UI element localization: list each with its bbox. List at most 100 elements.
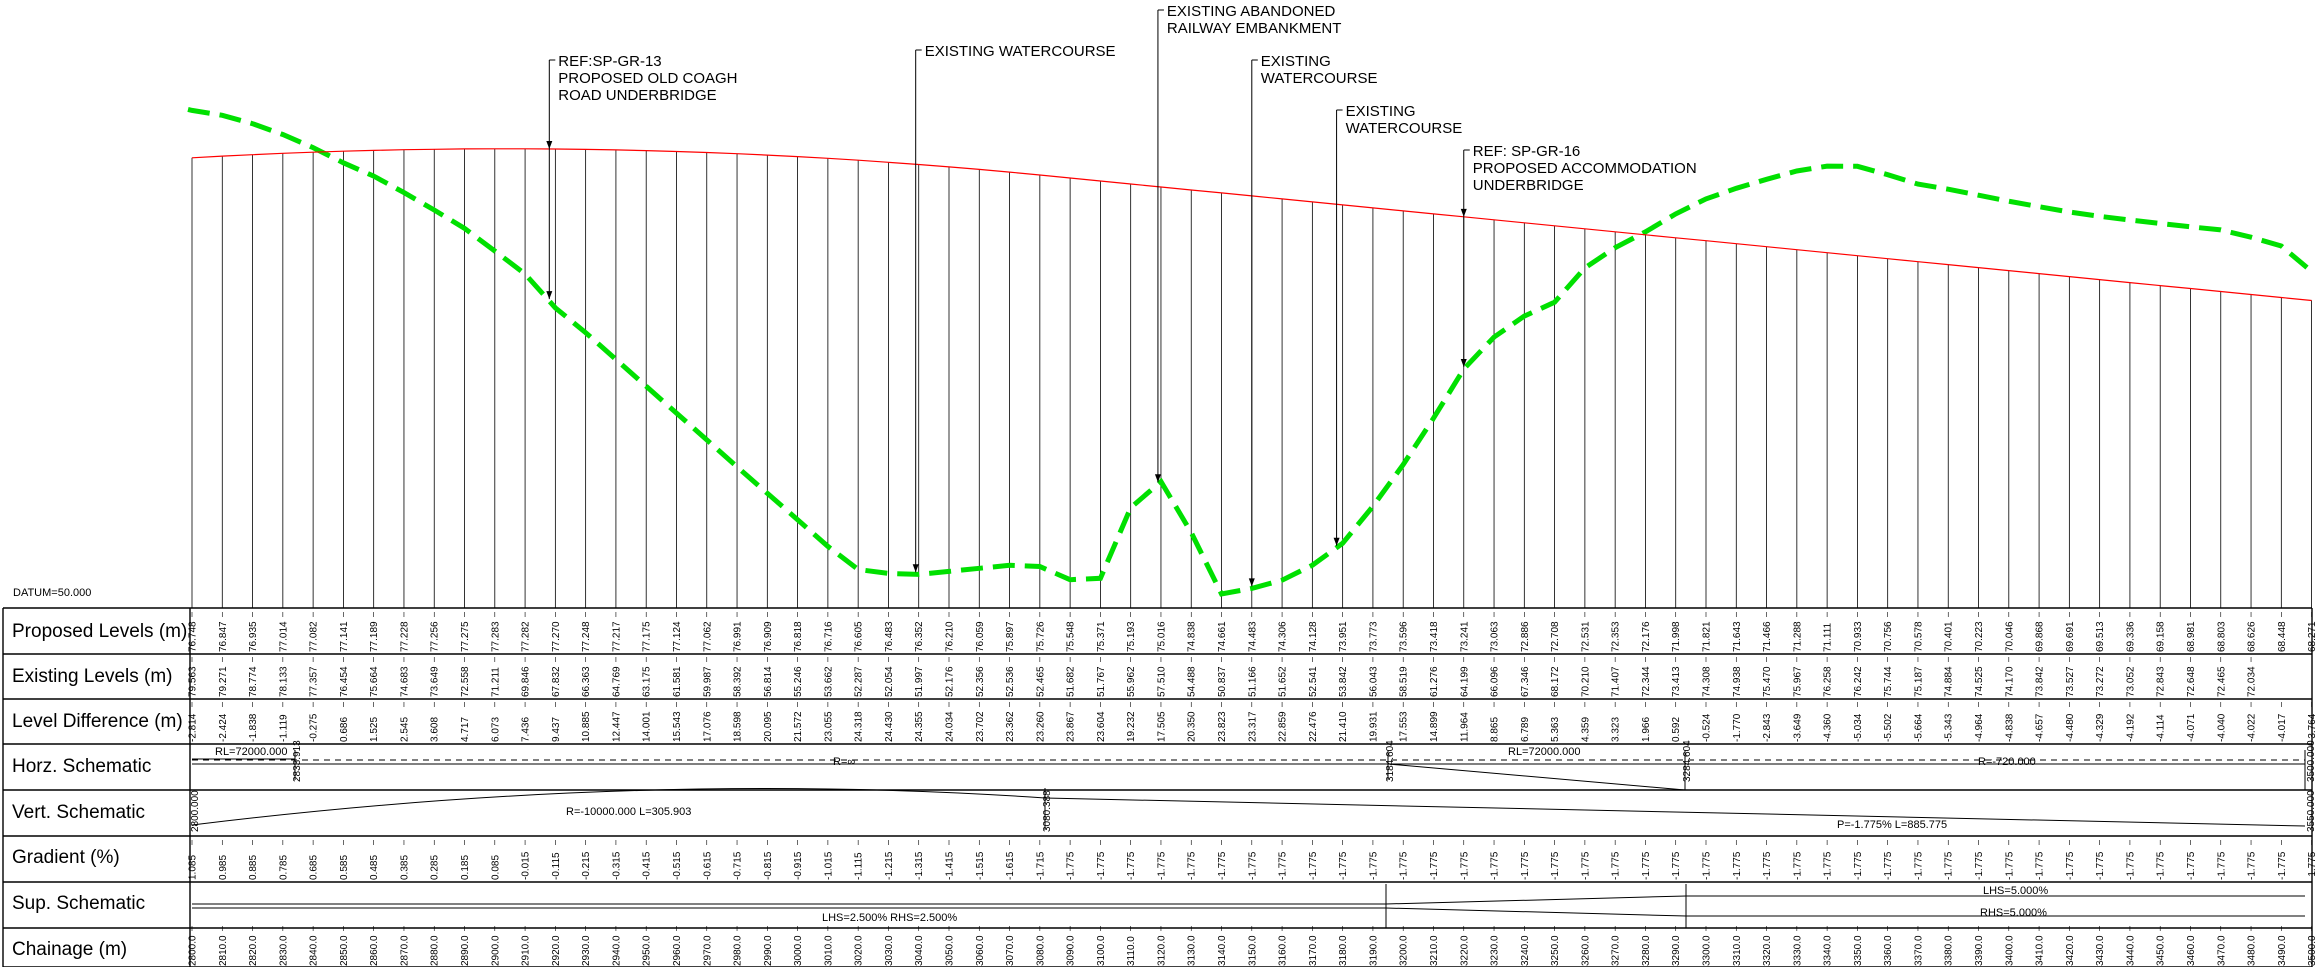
table-cell-existing: 52.536 — [1005, 666, 1016, 697]
table-cell-gradient: -1.775 — [1914, 851, 1925, 880]
table-cell-chainage: 3350.0 — [1853, 935, 1864, 966]
table-cell-proposed: 77.189 — [369, 621, 380, 652]
table-cell-gradient: -1.415 — [945, 851, 956, 880]
table-cell-chainage: 3240.0 — [1520, 935, 1531, 966]
table-cell-existing: 73.413 — [1671, 666, 1682, 697]
table-cell-difference: 20.095 — [763, 711, 774, 742]
table-cell-chainage: 3310.0 — [1732, 935, 1743, 966]
table-cell-chainage: 3300.0 — [1702, 935, 1713, 966]
table-cell-existing: 52.176 — [945, 666, 956, 697]
table-cell-existing: 56.043 — [1368, 666, 1379, 697]
table-cell-proposed: 73.241 — [1459, 621, 1470, 652]
table-cell-chainage: 3100.0 — [1096, 935, 1107, 966]
table-cell-gradient: -1.775 — [1883, 851, 1894, 880]
table-cell-chainage: 3200.0 — [1399, 935, 1410, 966]
table-cell-existing: 53.842 — [1338, 666, 1349, 697]
table-cell-proposed: 76.716 — [823, 621, 834, 652]
table-cell-chainage: 2970.0 — [702, 935, 713, 966]
table-cell-chainage: 3050.0 — [945, 935, 956, 966]
table-cell-proposed: 76.483 — [884, 621, 895, 652]
table-cell-difference: -4.040 — [2216, 713, 2227, 742]
table-cell-chainage: 2840.0 — [309, 935, 320, 966]
table-cell-difference: -1.770 — [1732, 713, 1743, 742]
table-cell-gradient: -1.775 — [2156, 851, 2167, 880]
table-cell-chainage: 3070.0 — [1005, 935, 1016, 966]
table-cell-existing: 50.837 — [1217, 666, 1228, 697]
table-cell-gradient: -1.115 — [854, 852, 865, 880]
table-cell-chainage: 3260.0 — [1580, 935, 1591, 966]
table-cell-proposed: 69.336 — [2125, 621, 2136, 652]
table-cell-chainage: 3470.0 — [2216, 935, 2227, 966]
table-cell-proposed: 76.935 — [248, 621, 259, 652]
row-label-sup: Sup. Schematic — [12, 893, 145, 914]
table-cell-existing: 73.527 — [2065, 666, 2076, 697]
table-cell-difference: 17.076 — [702, 711, 713, 742]
table-cell-chainage: 2990.0 — [763, 935, 774, 966]
table-cell-gradient: -1.775 — [2035, 851, 2046, 880]
table-cell-difference: -0.524 — [1702, 713, 1713, 742]
table-cell-existing: 61.276 — [1429, 666, 1440, 697]
table-cell-proposed: 76.605 — [854, 621, 865, 652]
table-cell-difference: -4.657 — [2035, 713, 2046, 742]
table-cell-chainage: 3150.0 — [1247, 935, 1258, 966]
table-cell-difference: 24.355 — [914, 711, 925, 742]
table-cell-difference: -2.424 — [218, 713, 229, 742]
table-cell-difference: -4.192 — [2125, 713, 2136, 742]
table-cell-difference: -3.764 — [2307, 713, 2318, 742]
table-cell-proposed: 77.275 — [460, 621, 471, 652]
table-cell-existing: 73.842 — [2035, 666, 2046, 697]
row-label-horz: Horz. Schematic — [12, 756, 151, 777]
table-cell-difference: 22.476 — [1308, 711, 1319, 742]
table-cell-existing: 75.664 — [369, 666, 380, 697]
annotation-text: REF: SP-GR-16 — [1473, 143, 1581, 160]
row-label-gradient: Gradient (%) — [12, 847, 120, 868]
table-cell-existing: 73.052 — [2125, 666, 2136, 697]
table-cell-gradient: -1.775 — [2247, 851, 2258, 880]
table-cell-difference: 9.437 — [551, 717, 562, 742]
table-cell-difference: 5.363 — [1550, 717, 1561, 742]
table-cell-difference: 23.260 — [1035, 711, 1046, 742]
table-cell-gradient: 0.885 — [248, 855, 259, 880]
table-cell-proposed: 74.128 — [1308, 621, 1319, 652]
table-cell-gradient: -1.615 — [1005, 851, 1016, 880]
table-cell-existing: 54.488 — [1187, 666, 1198, 697]
table-cell-gradient: -1.775 — [1126, 851, 1137, 880]
table-cell-proposed: 77.283 — [490, 621, 501, 652]
table-cell-chainage: 3500.0 — [2307, 935, 2318, 966]
table-cell-gradient: -0.415 — [642, 851, 653, 880]
table-cell-proposed: 74.661 — [1217, 621, 1228, 652]
vert-label-1: R=-10000.000 L=305.903 — [566, 806, 691, 818]
sup-label-1: LHS=2.500% RHS=2.500% — [822, 912, 957, 924]
table-cell-chainage: 2890.0 — [460, 935, 471, 966]
table-cell-difference: 21.410 — [1338, 711, 1349, 742]
row-label-vert: Vert. Schematic — [12, 802, 145, 823]
table-cell-existing: 67.346 — [1520, 666, 1531, 697]
table-cell-difference: 14.899 — [1429, 711, 1440, 742]
table-cell-existing: 72.034 — [2247, 666, 2258, 697]
table-cell-difference: -5.502 — [1883, 713, 1894, 742]
sup-label-3: RHS=5.000% — [1980, 907, 2047, 919]
table-cell-difference: -5.664 — [1914, 713, 1925, 742]
table-cell-proposed: 74.306 — [1278, 621, 1289, 652]
table-cell-gradient: 0.085 — [490, 855, 501, 880]
annotation-text: ROAD UNDERBRIDGE — [558, 87, 716, 104]
table-cell-proposed: 72.353 — [1611, 621, 1622, 652]
table-cell-chainage: 3380.0 — [1944, 935, 1955, 966]
table-cell-gradient: -0.115 — [551, 852, 562, 880]
table-cell-chainage: 2980.0 — [733, 935, 744, 966]
table-cell-chainage: 2920.0 — [551, 935, 562, 966]
table-cell-gradient: -1.775 — [2277, 851, 2288, 880]
table-cell-existing: 75.744 — [1883, 666, 1894, 697]
annotation-text: EXISTING ABANDONED — [1167, 3, 1336, 20]
table-cell-difference: 4.717 — [460, 717, 471, 742]
table-cell-proposed: 75.016 — [1157, 621, 1168, 652]
table-cell-gradient: -1.775 — [1702, 851, 1713, 880]
table-cell-chainage: 3210.0 — [1429, 935, 1440, 966]
horz-schematic: RL=72000.000 R=∞ RL=72000.000 R=-720.000… — [192, 740, 2317, 791]
table-cell-difference: 4.359 — [1580, 717, 1591, 742]
table-cell-proposed: 71.998 — [1671, 621, 1682, 652]
